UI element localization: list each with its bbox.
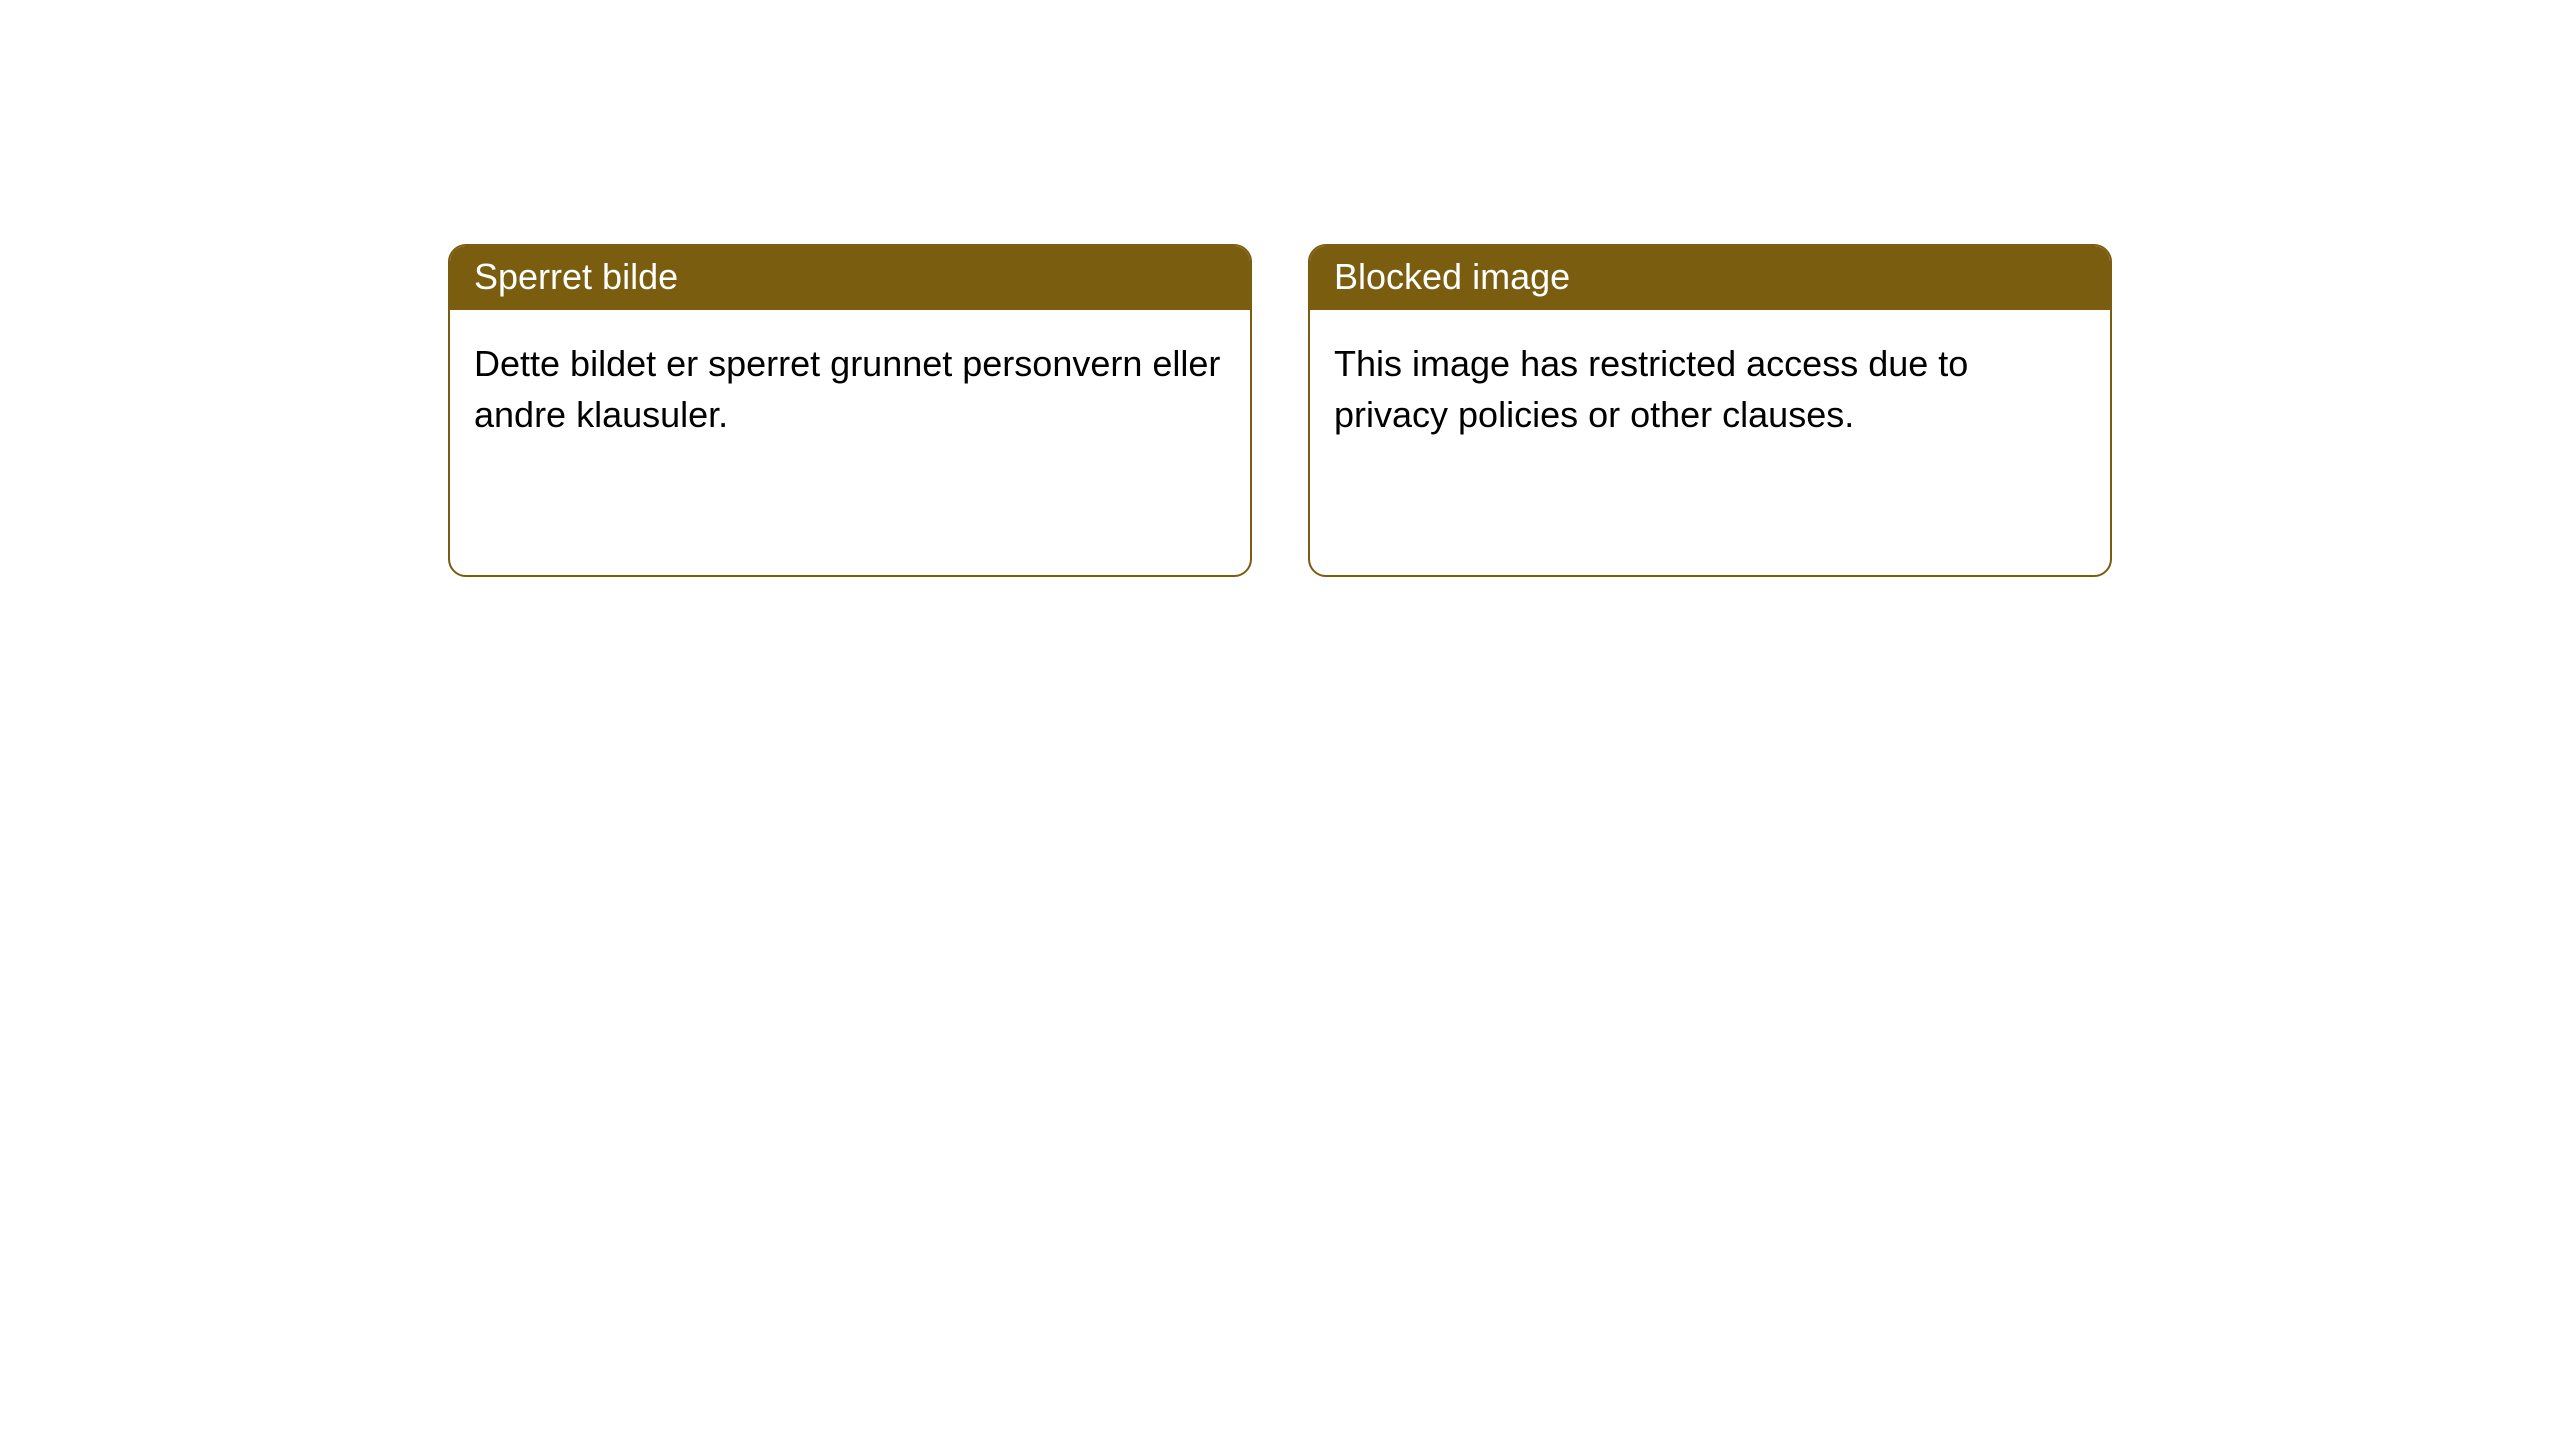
notice-container: Sperret bilde Dette bildet er sperret gr… [0,0,2560,577]
notice-card-en: Blocked image This image has restricted … [1308,244,2112,577]
notice-body-en: This image has restricted access due to … [1310,310,2110,468]
notice-body-no: Dette bildet er sperret grunnet personve… [450,310,1250,468]
notice-header-en: Blocked image [1310,246,2110,310]
notice-card-no: Sperret bilde Dette bildet er sperret gr… [448,244,1252,577]
notice-header-no: Sperret bilde [450,246,1250,310]
